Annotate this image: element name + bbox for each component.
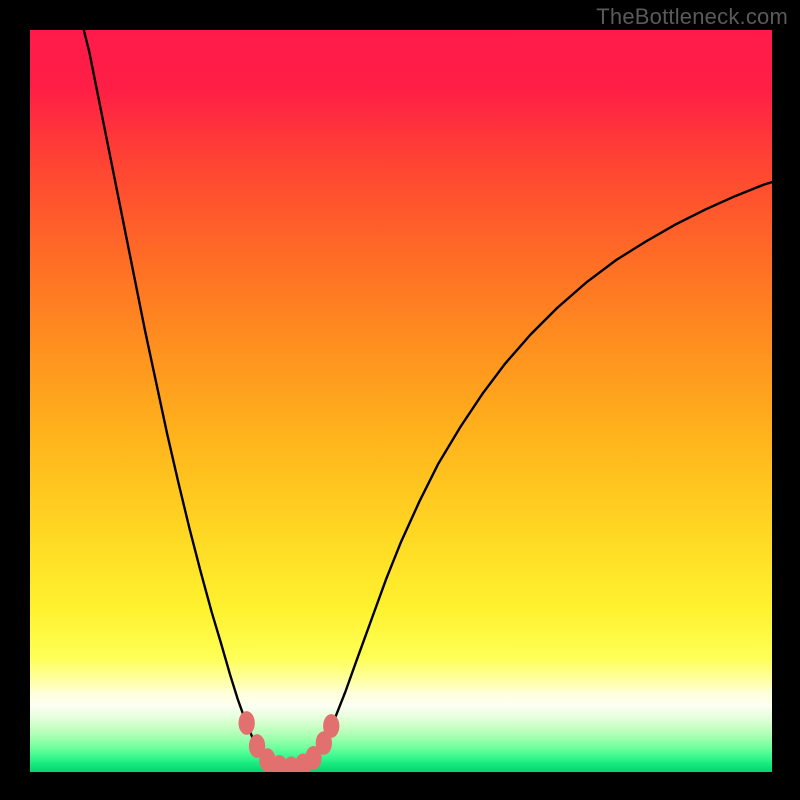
bottleneck-chart	[30, 30, 772, 772]
gradient-background	[30, 30, 772, 772]
curve-marker	[239, 711, 255, 735]
curve-marker	[323, 714, 339, 738]
watermark-text: TheBottleneck.com	[596, 4, 788, 30]
chart-frame: TheBottleneck.com	[0, 0, 800, 800]
